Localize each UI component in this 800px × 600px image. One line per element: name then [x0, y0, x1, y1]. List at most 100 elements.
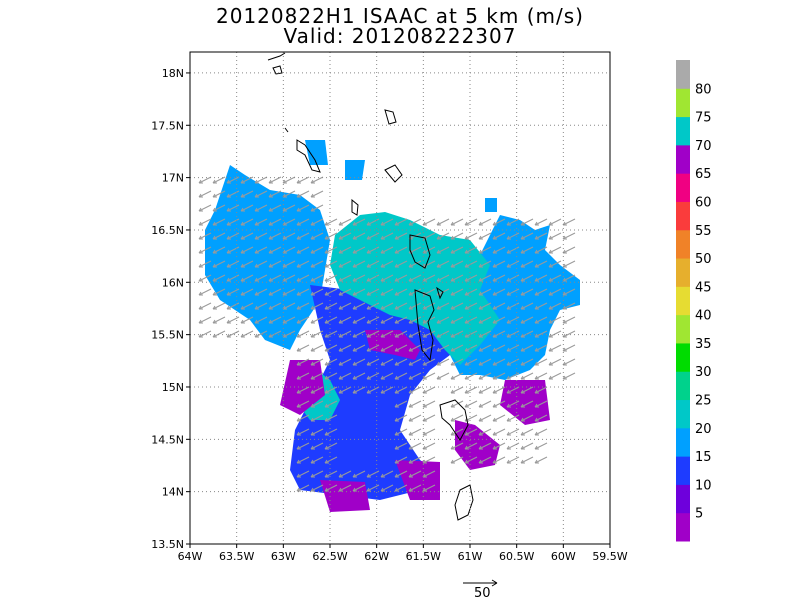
wind-arrow: [394, 470, 408, 478]
wind-arrow: [380, 274, 394, 282]
wind-arrow: [394, 246, 408, 254]
wind-arrow: [520, 218, 534, 226]
wind-arrow: [324, 274, 338, 282]
wind-arrow: [562, 288, 576, 296]
colorbar-label: 10: [695, 478, 712, 493]
wind-arrow: [450, 344, 464, 352]
wind-arrow: [268, 302, 282, 310]
wind-arrow: [212, 260, 226, 268]
wind-arrow: [240, 232, 254, 240]
wind-arrow: [478, 400, 492, 408]
coastline: [414, 289, 435, 362]
wind-arrow: [548, 358, 562, 366]
wind-arrow: [366, 316, 380, 324]
wind-arrow: [548, 274, 562, 282]
wind-arrow: [310, 176, 324, 184]
wind-arrow: [492, 260, 506, 268]
wind-arrow: [212, 218, 226, 226]
wind-arrow: [352, 302, 366, 310]
wind-arrow: [380, 484, 394, 492]
wind-arrow: [296, 344, 310, 352]
wind-arrow: [380, 218, 394, 226]
wind-arrow: [506, 232, 520, 240]
wind-arrow: [380, 470, 394, 478]
wind-arrow: [338, 344, 352, 352]
wind-arrow: [380, 260, 394, 268]
x-tick-label: 61W: [458, 550, 483, 563]
colorbar-label: 80: [695, 82, 712, 97]
wind-arrow: [254, 274, 268, 282]
coastline: [284, 127, 289, 133]
wind-arrow: [296, 358, 310, 366]
wind-arrow: [240, 204, 254, 212]
colorbar-swatch: [676, 144, 690, 174]
wind-arrow: [310, 358, 324, 366]
wind-arrow: [352, 372, 366, 380]
wind-arrow: [506, 456, 520, 464]
wind-arrow: [520, 288, 534, 296]
wind-arrow: [296, 470, 310, 478]
colorbar-label: 55: [695, 224, 712, 239]
wind-arrow: [478, 330, 492, 338]
wind-arrow: [380, 288, 394, 296]
wind-arrow: [380, 232, 394, 240]
wind-arrow: [450, 246, 464, 254]
wind-arrow: [478, 414, 492, 422]
wind-arrow: [366, 484, 380, 492]
wind-arrow: [212, 246, 226, 254]
x-tick-label: 63W: [271, 550, 296, 563]
x-axis: 64W 63.5W 63W 62.5W 62W 61.5W 61W 60.5W 60W 59.5W: [178, 544, 628, 563]
wind-arrow: [296, 260, 310, 268]
coastline: [267, 52, 286, 61]
colorbar-swatch: [676, 258, 690, 287]
wind-arrow: [562, 246, 576, 254]
wind-arrow: [268, 246, 282, 254]
wind-arrow: [226, 288, 240, 296]
wind-arrow: [394, 344, 408, 352]
wind-arrow: [520, 246, 534, 254]
wind-arrow: [492, 274, 506, 282]
x-tick-label: 60.5W: [499, 550, 534, 563]
wind-arrow: [394, 218, 408, 226]
wind-arrow: [338, 470, 352, 478]
wind-arrow: [226, 176, 240, 184]
wind-arrow: [548, 316, 562, 324]
wind-arrow: [380, 372, 394, 380]
wind-arrow: [198, 246, 212, 254]
wind-arrow: [380, 316, 394, 324]
chart-subtitle: Valid: 201208222307: [283, 24, 517, 48]
wind-arrow: [212, 302, 226, 310]
wind-arrow: [310, 456, 324, 464]
wind-arrow: [548, 288, 562, 296]
wind-arrow: [450, 232, 464, 240]
wind-arrow: [436, 274, 450, 282]
wind-arrow: [338, 232, 352, 240]
wind-arrow: [198, 232, 212, 240]
wind-arrow: [240, 190, 254, 198]
wind-arrow: [506, 260, 520, 268]
wind-arrow: [338, 288, 352, 296]
wind-arrow: [338, 218, 352, 226]
wind-arrow: [478, 358, 492, 366]
wind-arrow: [492, 344, 506, 352]
wind-arrow: [492, 442, 506, 450]
wind-arrow: [478, 372, 492, 380]
wind-arrow: [408, 372, 422, 380]
colorbar-label: 65: [695, 167, 712, 182]
wind-arrow: [436, 302, 450, 310]
wind-arrow: [422, 218, 436, 226]
wind-region: [345, 160, 365, 180]
wind-arrow: [394, 260, 408, 268]
wind-arrow: [324, 344, 338, 352]
wind-arrow: [240, 218, 254, 226]
wind-arrow: [436, 358, 450, 366]
wind-arrow: [310, 260, 324, 268]
wind-arrow: [548, 344, 562, 352]
wind-arrow: [310, 442, 324, 450]
wind-arrow: [352, 470, 366, 478]
wind-arrow: [240, 288, 254, 296]
wind-arrow: [450, 400, 464, 408]
colorbar-swatch: [676, 173, 690, 202]
wind-arrow: [506, 316, 520, 324]
colorbar-label: 20: [695, 422, 712, 437]
